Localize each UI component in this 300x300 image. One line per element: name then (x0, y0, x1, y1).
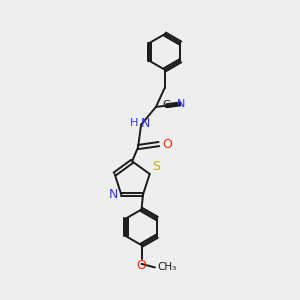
Text: O: O (136, 259, 146, 272)
Text: N: N (177, 99, 185, 109)
Text: N: N (108, 188, 118, 201)
Text: CH₃: CH₃ (158, 262, 177, 272)
Text: C: C (162, 100, 169, 110)
Text: S: S (152, 160, 160, 172)
Text: O: O (162, 138, 172, 151)
Text: H: H (130, 118, 139, 128)
Text: N: N (141, 117, 151, 130)
